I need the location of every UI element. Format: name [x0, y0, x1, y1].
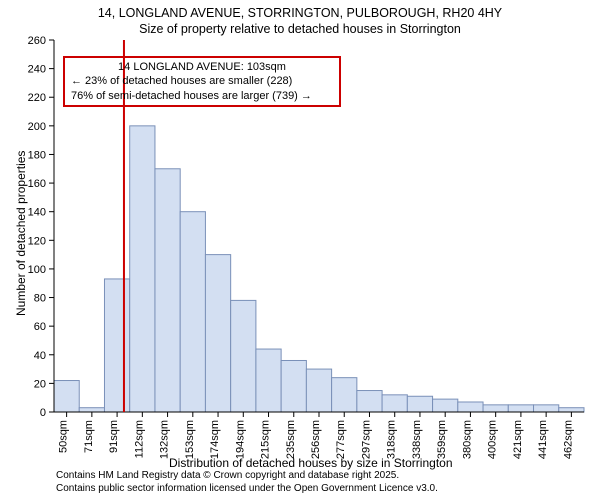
y-tick-label: 40	[34, 350, 46, 362]
bar	[256, 349, 281, 412]
x-tick-label: 441sqm	[537, 420, 549, 459]
bar	[54, 381, 79, 412]
y-tick-label: 120	[28, 235, 46, 247]
y-tick-label: 220	[28, 92, 46, 104]
bar	[306, 369, 331, 412]
x-tick-label: 153sqm	[184, 420, 196, 459]
bar	[155, 169, 180, 412]
bar	[180, 212, 205, 412]
x-tick-label: 338sqm	[411, 420, 423, 459]
y-tick-label: 140	[28, 207, 46, 219]
y-tick-label: 160	[28, 178, 46, 190]
x-axis-label: Distribution of detached houses by size …	[169, 456, 453, 470]
x-tick-label: 256sqm	[310, 420, 322, 459]
bar	[458, 402, 483, 412]
bar	[534, 405, 559, 412]
bar	[205, 255, 230, 412]
y-tick-label: 260	[28, 35, 46, 47]
bar	[130, 126, 155, 412]
bar	[79, 408, 104, 412]
y-tick-label: 0	[40, 407, 46, 419]
y-tick-label: 180	[28, 149, 46, 161]
x-tick-label: 71sqm	[83, 420, 95, 453]
bar	[382, 395, 407, 412]
annot-line3: 76% of semi-detached houses are larger (…	[71, 89, 333, 103]
bar	[559, 408, 584, 412]
annot-line2: ← 23% of detached houses are smaller (22…	[71, 74, 333, 88]
y-tick-label: 80	[34, 293, 46, 305]
credit-line2: Contains public sector information licen…	[56, 483, 438, 496]
bar	[433, 399, 458, 412]
x-tick-label: 421sqm	[512, 420, 524, 459]
bar	[508, 405, 533, 412]
annot-line1: 14 LONGLAND AVENUE: 103sqm	[71, 60, 333, 74]
x-tick-label: 297sqm	[360, 420, 372, 459]
x-tick-label: 112sqm	[133, 420, 145, 458]
bar	[357, 391, 382, 412]
x-tick-label: 277sqm	[335, 420, 347, 459]
x-tick-label: 194sqm	[234, 420, 246, 459]
y-tick-label: 240	[28, 64, 46, 76]
x-tick-label: 318sqm	[386, 420, 398, 459]
x-tick-label: 91sqm	[108, 420, 120, 453]
bar	[281, 360, 306, 412]
bar	[231, 300, 256, 412]
annotation-box: 14 LONGLAND AVENUE: 103sqm ← 23% of deta…	[63, 56, 341, 107]
x-tick-label: 50sqm	[58, 420, 70, 453]
y-tick-label: 200	[28, 121, 46, 133]
y-tick-label: 20	[34, 378, 46, 390]
x-tick-label: 380sqm	[461, 420, 473, 459]
y-axis-label: Number of detached properties	[14, 151, 28, 316]
x-tick-label: 174sqm	[209, 420, 221, 459]
x-tick-label: 462sqm	[562, 420, 574, 459]
bar	[407, 396, 432, 412]
credit-block: Contains HM Land Registry data © Crown c…	[56, 470, 438, 495]
credit-line1: Contains HM Land Registry data © Crown c…	[56, 470, 438, 483]
x-tick-label: 215sqm	[260, 420, 272, 459]
x-tick-label: 400sqm	[487, 420, 499, 459]
y-tick-label: 60	[34, 321, 46, 333]
x-tick-label: 235sqm	[285, 420, 297, 459]
bar	[332, 378, 357, 412]
y-tick-label: 100	[28, 264, 46, 276]
x-tick-label: 359sqm	[436, 420, 448, 459]
x-tick-label: 132sqm	[159, 420, 171, 459]
bar	[104, 279, 129, 412]
bar	[483, 405, 508, 412]
